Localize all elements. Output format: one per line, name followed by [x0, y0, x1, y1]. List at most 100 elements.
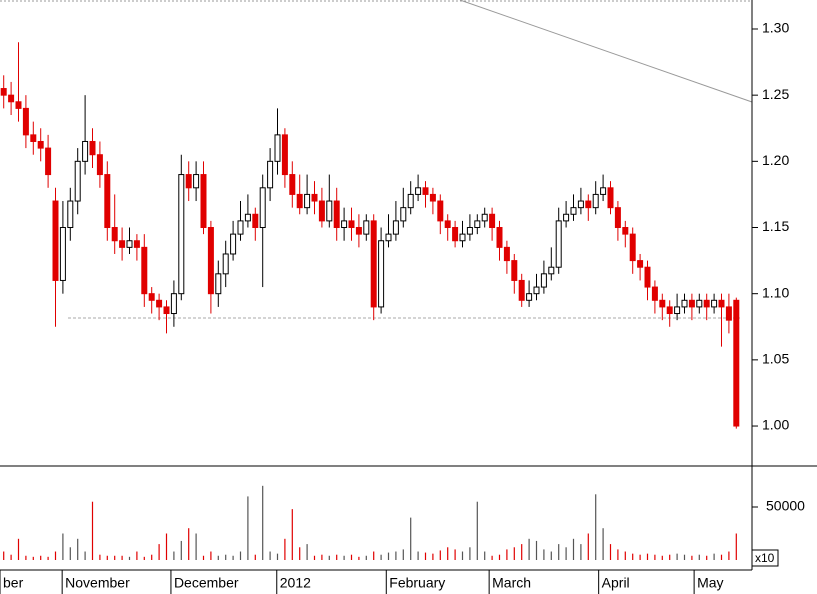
- candle-body: [59, 227, 66, 281]
- candle-body: [437, 200, 444, 222]
- candle-body: [318, 200, 325, 222]
- candle-body: [518, 279, 525, 301]
- candle-body: [407, 193, 414, 209]
- candle-body: [452, 227, 459, 242]
- candle-body: [607, 187, 614, 209]
- candle-body: [563, 213, 570, 222]
- candle-body: [711, 299, 718, 308]
- x-tick-label: March: [492, 575, 531, 591]
- candle-body: [170, 293, 177, 315]
- candle-body: [341, 220, 348, 229]
- y-tick-label: 1.30: [762, 20, 789, 36]
- candle-body: [126, 240, 133, 248]
- candle-body: [252, 213, 259, 229]
- candle-body: [555, 220, 562, 268]
- volume-tick-label: 50000: [766, 498, 805, 514]
- candle-body: [622, 227, 629, 235]
- candle-body: [444, 220, 451, 229]
- candle-body: [274, 134, 281, 162]
- candle-body: [163, 306, 170, 315]
- y-tick-label: 1.20: [762, 152, 789, 168]
- candle-body: [378, 240, 385, 308]
- candle-body: [267, 160, 274, 189]
- candle-body: [193, 174, 200, 189]
- candle-body: [629, 233, 636, 262]
- candle-body: [489, 213, 496, 229]
- candle-body: [548, 266, 555, 275]
- candle-body: [474, 220, 481, 229]
- candle-body: [74, 160, 81, 202]
- candle-body: [178, 174, 185, 295]
- candle-body: [511, 260, 518, 281]
- candle-body: [237, 220, 244, 235]
- candle-body: [289, 174, 296, 195]
- candle-body: [392, 220, 399, 235]
- candle-body: [496, 227, 503, 248]
- candle-body: [119, 240, 126, 248]
- candle-body: [725, 306, 732, 321]
- candle-body: [526, 293, 533, 301]
- y-tick-label: 1.25: [762, 86, 789, 102]
- candle-body: [296, 193, 303, 209]
- candle-body: [415, 187, 422, 195]
- candle-body: [466, 227, 473, 235]
- x-tick-label: February: [389, 575, 445, 591]
- candle-body: [429, 193, 436, 202]
- y-tick-label: 1.05: [762, 351, 789, 367]
- candle-body: [718, 299, 725, 308]
- candle-body: [0, 88, 7, 96]
- candle-body: [363, 220, 370, 235]
- trend-line: [459, 0, 753, 103]
- candle-body: [37, 140, 44, 149]
- candle-body: [370, 220, 377, 308]
- candle-body: [22, 107, 29, 136]
- candle-body: [200, 174, 207, 229]
- candle-body: [111, 227, 118, 242]
- candle-body: [281, 134, 288, 176]
- candle-body: [400, 207, 407, 222]
- candle-body: [215, 273, 222, 295]
- candle-body: [681, 299, 688, 308]
- candle-body: [688, 299, 695, 308]
- candle-body: [333, 200, 340, 229]
- candle-body: [422, 187, 429, 195]
- candle-body: [540, 273, 547, 288]
- candle-body: [674, 306, 681, 315]
- candle-body: [15, 101, 22, 109]
- candle-body: [230, 233, 237, 255]
- candle-body: [733, 299, 740, 427]
- y-tick-label: 1.15: [762, 218, 789, 234]
- x-tick-label: 2012: [280, 575, 311, 591]
- candle-body: [326, 200, 333, 222]
- candle-body: [659, 299, 666, 308]
- candle-body: [304, 193, 311, 209]
- candle-body: [355, 227, 362, 235]
- candle-body: [703, 299, 710, 308]
- candle-body: [385, 233, 392, 242]
- candle-body: [637, 260, 644, 268]
- candle-body: [481, 213, 488, 222]
- candle-body: [459, 233, 466, 242]
- candle-body: [148, 293, 155, 301]
- x-tick-label: April: [602, 575, 630, 591]
- candle-body: [592, 193, 599, 209]
- x-tick-label: November: [65, 575, 130, 591]
- candle-body: [348, 220, 355, 229]
- candle-body: [577, 200, 584, 209]
- candle-body: [141, 246, 148, 295]
- x-tick-label: May: [697, 575, 723, 591]
- candle-body: [696, 299, 703, 308]
- candle-body: [207, 227, 214, 295]
- candle-body: [67, 200, 74, 229]
- candle-body: [244, 213, 251, 222]
- candle-body: [104, 174, 111, 229]
- candle-body: [651, 286, 658, 301]
- candle-body: [52, 200, 59, 281]
- candle-body: [533, 286, 540, 295]
- x-tick-label: December: [174, 575, 239, 591]
- candle-body: [8, 94, 15, 103]
- y-tick-label: 1.00: [762, 417, 789, 433]
- multiplier-box: [751, 549, 779, 567]
